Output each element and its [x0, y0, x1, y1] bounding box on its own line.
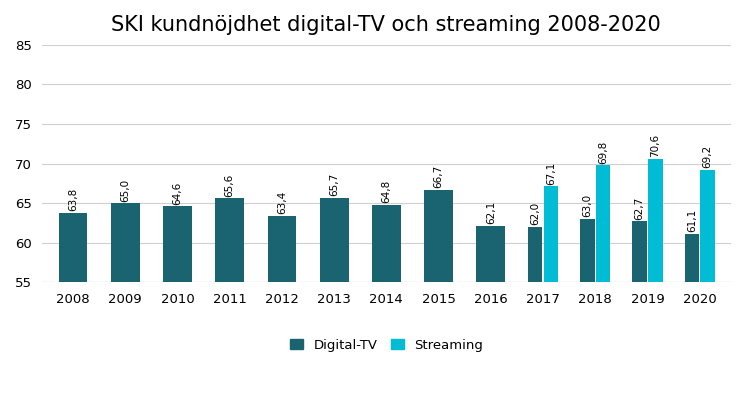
Bar [163, 206, 192, 282]
Bar [544, 186, 558, 282]
Text: 62,7: 62,7 [635, 197, 645, 220]
Text: 70,6: 70,6 [651, 134, 660, 157]
Text: 61,1: 61,1 [687, 209, 697, 233]
Bar [596, 165, 610, 282]
Text: 62,0: 62,0 [530, 202, 540, 225]
Text: 65,0: 65,0 [120, 178, 131, 202]
Text: 66,7: 66,7 [433, 165, 444, 188]
Bar [477, 226, 505, 282]
Bar [320, 198, 348, 282]
Bar [111, 203, 140, 282]
Bar [633, 221, 647, 282]
Text: 65,7: 65,7 [329, 173, 339, 196]
Bar [372, 205, 401, 282]
Bar [216, 198, 244, 282]
Text: 64,6: 64,6 [172, 181, 183, 205]
Bar [528, 227, 542, 282]
Text: 62,1: 62,1 [486, 201, 496, 225]
Text: 65,6: 65,6 [225, 173, 235, 197]
Text: 69,8: 69,8 [598, 140, 608, 163]
Text: 63,0: 63,0 [583, 194, 592, 217]
Bar [59, 212, 87, 282]
Text: 63,8: 63,8 [68, 188, 78, 211]
Text: 69,2: 69,2 [703, 145, 712, 168]
Title: SKI kundnöjdhet digital-TV och streaming 2008-2020: SKI kundnöjdhet digital-TV och streaming… [111, 15, 661, 35]
Text: 64,8: 64,8 [381, 180, 392, 203]
Text: 63,4: 63,4 [277, 191, 287, 214]
Bar [648, 159, 662, 282]
Bar [685, 234, 699, 282]
Bar [700, 170, 715, 282]
Legend: Digital-TV, Streaming: Digital-TV, Streaming [289, 339, 483, 352]
Bar [268, 216, 296, 282]
Text: 67,1: 67,1 [546, 162, 556, 185]
Bar [424, 190, 453, 282]
Bar [580, 219, 595, 282]
